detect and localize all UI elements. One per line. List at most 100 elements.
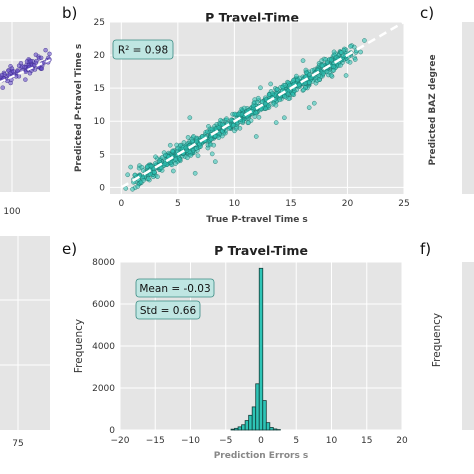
panel-b-y-tick-label: 25 [94,18,105,28]
panel-a-partial-point [16,74,22,79]
panel-b-point [220,122,225,127]
right-partial-column: c) Predicted BAZ degree f) Frequency [420,4,474,430]
panel-e-x-tick-label: −5 [219,436,232,446]
panel-b-x-tick-label: 0 [118,199,124,209]
panel-a-partial-point [6,73,11,78]
panel-b-point [253,134,259,139]
panel-b-x-tick-label: 25 [398,199,409,209]
panel-e-x-tick-label: 0 [258,436,264,446]
panel-a-partial-point [0,72,5,78]
panel-a-partial-point [16,63,22,68]
panel-a-partial-reference-line [0,59,51,83]
panel-b-point [256,114,262,120]
panel-e-bar [269,427,274,431]
panel-d-partial-background [0,236,50,430]
panel-b-point [220,133,225,139]
panel-b-point [187,115,193,120]
panel-b-point [226,126,232,131]
panel-b-point [224,116,229,121]
panel-b-point [282,115,287,121]
panel-e-x-axis-label: Prediction Errors s [214,451,309,461]
panel-b-point [153,161,158,166]
panel-b-point [285,91,291,97]
panel-b-point [358,49,363,55]
left-partial-column: 100 75 [0,22,52,449]
panel-e-label: e) [62,240,77,258]
panel-b-point [287,82,293,88]
panel-b-point [218,117,223,123]
panel-a-partial-background [0,22,50,192]
panel-b-point [183,145,189,151]
panel-b-point [339,50,344,55]
panel-e-y-tick-label: 6000 [92,300,115,310]
panel-e-x-tick-label: −15 [146,436,165,446]
panel-e-title: P Travel-Time [214,243,308,258]
panel-e-bars [230,267,281,431]
panel-b-point [158,165,164,171]
panel-a-partial-point [43,47,48,53]
panel-b-y-axis-label: Predicted P-travel Time s [74,44,84,172]
panel-b-point [228,117,234,123]
panel-b-y-tick-label: 10 [94,117,106,127]
panel-b-point [253,110,259,116]
panel-b-point [135,184,141,189]
panel-a-partial-point [39,66,45,71]
panel-e-std-annotation: Std = 0.66 [140,305,197,317]
panel-e-y-tick-label: 2000 [92,384,115,394]
panel-b-point [209,151,215,157]
panel-b-point [185,155,190,161]
panel-a-partial-point [15,68,20,73]
panel-b-x-axis-label: True P-travel Time s [206,215,308,225]
panel-b-x-tick-label: 5 [175,199,181,209]
panel-b-title: P Travel-Time [205,10,299,25]
panel-b-point [125,172,130,178]
panel-d-partial-tick: 75 [12,439,23,449]
panel-c-partial-background [462,22,474,194]
panel-e-bar [255,383,260,431]
panel-e-bar [265,422,271,431]
panel-b-point [173,161,178,166]
panel-b-point [195,153,201,159]
panel-e-y-ticks: 0 2000 4000 6000 8000 [92,258,115,436]
panel-a-partial-point [33,52,39,57]
panel-b-point [146,176,151,181]
panel-e-bar [258,267,264,431]
panel-b-y-tick-label: 0 [99,183,105,193]
panel-b-point [270,91,276,96]
panel-e-bar [251,406,257,431]
panel-b-point [208,137,214,142]
panel-b-x-ticks: 0 5 10 15 20 25 [118,199,409,209]
panel-b-point [343,73,349,78]
panel-b-point [352,57,358,62]
panel-b-point [268,81,273,87]
panel-b-point [273,102,279,108]
panel-b-point [170,148,175,154]
panel-b-x-tick-label: 15 [285,199,296,209]
panel-a-partial-point [9,66,15,71]
panel-b-point [251,103,256,109]
panel-b-point [123,186,129,191]
panel-e-x-ticks: −20 −15 −10 −5 0 5 10 15 20 [111,436,408,446]
panel-f-label: f) [420,240,431,258]
panel-b-point [258,85,263,91]
panel-a-partial-point [47,51,52,57]
panel-b-points [123,38,367,192]
panel-f-y-axis-label: Frequency [431,313,443,367]
panel-b-point [331,49,337,55]
panel-f-partial-background [462,262,474,430]
panel-a-partial-point [24,59,30,64]
panel-b-point [297,75,303,81]
panel-b-point [236,111,242,117]
panel-b-point [277,97,282,103]
panel-b-y-ticks: 0 5 10 15 20 25 [94,18,106,193]
panel-b-point [209,126,215,132]
panel-e-bar [272,428,278,431]
panel-b-point [189,138,195,144]
panel-b-point [311,100,317,106]
panel-e-bar [237,426,243,431]
panel-e-x-tick-label: 10 [326,436,338,446]
panel-b-point [331,67,337,73]
panel-b-point [307,80,312,85]
panel-b-point [155,174,160,179]
panel-b-point [254,100,260,105]
